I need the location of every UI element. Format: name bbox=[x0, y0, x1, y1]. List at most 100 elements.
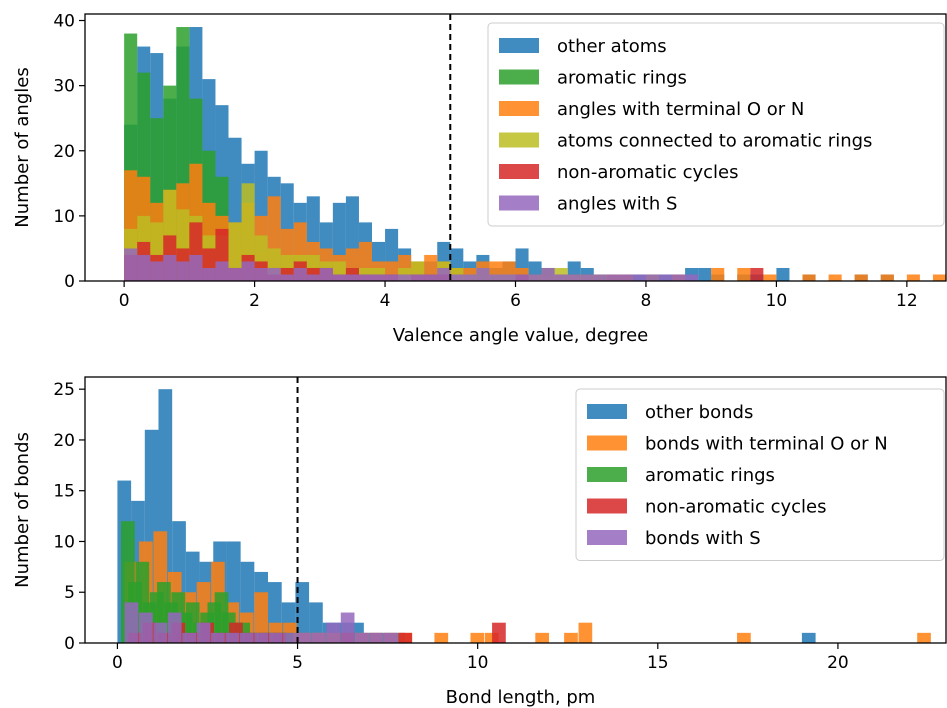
bar bbox=[492, 622, 506, 643]
bar bbox=[906, 274, 920, 281]
legend-label-other-atoms: other atoms bbox=[557, 36, 667, 57]
x-tick-label: 10 bbox=[766, 291, 788, 311]
series-bonds-with-s bbox=[124, 602, 398, 643]
y-tick-label: 25 bbox=[53, 380, 75, 400]
legend-label-other-bonds: other bonds bbox=[645, 402, 753, 423]
legend-swatch-non-aromatic-cycles bbox=[587, 498, 627, 514]
bar bbox=[424, 274, 438, 281]
bar bbox=[932, 274, 946, 281]
bar bbox=[750, 267, 764, 281]
bar bbox=[711, 267, 725, 281]
plot-frame bbox=[84, 376, 947, 644]
legend-swatch-angles-with-terminal-o-or-n bbox=[499, 101, 539, 116]
x-tick-label: 4 bbox=[380, 291, 391, 311]
bar bbox=[124, 248, 138, 281]
legend: other atoms aromatic rings angles with ter… bbox=[487, 22, 945, 227]
bar bbox=[163, 254, 177, 281]
bar bbox=[645, 274, 659, 281]
y-tick-label: 0 bbox=[64, 634, 75, 654]
bar bbox=[672, 274, 686, 281]
y-tick-label: 5 bbox=[64, 583, 75, 603]
bar bbox=[476, 267, 490, 281]
bar bbox=[311, 632, 326, 643]
bar bbox=[268, 632, 283, 643]
legend-swatch-atoms-connected-to-aromatic-rings bbox=[499, 132, 539, 148]
y-tick-label: 30 bbox=[53, 77, 75, 97]
bars bbox=[117, 389, 931, 643]
bar bbox=[306, 274, 320, 281]
bar bbox=[228, 222, 242, 281]
bar bbox=[369, 632, 384, 643]
bar bbox=[267, 267, 281, 281]
bar bbox=[309, 602, 323, 643]
legend-swatch-aromatic-rings bbox=[499, 69, 539, 85]
y-tick-label: 15 bbox=[53, 482, 75, 502]
series-angles-with-s bbox=[124, 248, 699, 281]
bar bbox=[196, 622, 211, 643]
bar bbox=[211, 632, 225, 643]
bar bbox=[828, 274, 842, 281]
legend-swatch-aromatic-rings bbox=[587, 467, 627, 482]
bar bbox=[254, 267, 268, 281]
x-axis-label: Valence angle value, degree bbox=[393, 325, 648, 346]
bar bbox=[215, 261, 229, 281]
bar bbox=[398, 632, 413, 643]
bar bbox=[593, 274, 607, 281]
bar bbox=[619, 274, 633, 281]
bar bbox=[384, 632, 398, 643]
bar bbox=[225, 632, 240, 643]
bar bbox=[124, 602, 139, 643]
bar bbox=[535, 632, 549, 643]
bar bbox=[659, 274, 673, 281]
y-axis-label: Number of angles bbox=[12, 67, 33, 227]
x-tick-label: 0 bbox=[112, 653, 123, 673]
bar bbox=[153, 622, 168, 643]
bar bbox=[254, 632, 269, 643]
bar bbox=[567, 274, 581, 281]
legend-swatch-bonds-with-s bbox=[587, 530, 627, 545]
x-tick-label: 15 bbox=[647, 653, 669, 673]
bar bbox=[189, 254, 203, 281]
bar bbox=[554, 274, 568, 281]
x-tick-label: 20 bbox=[827, 653, 849, 673]
legend-label-angles-with-s: angles with S bbox=[557, 194, 677, 215]
bar bbox=[293, 267, 307, 281]
legend-swatch-other-atoms bbox=[499, 38, 539, 53]
bar bbox=[632, 274, 646, 281]
bond-histogram-chart: 0 5 10 15 20 0 5 10 15 20 25 Bond length, pm Number … bbox=[12, 376, 947, 708]
bar bbox=[332, 274, 346, 281]
y-tick-label: 0 bbox=[64, 272, 75, 292]
bar bbox=[515, 274, 529, 281]
bar bbox=[737, 632, 751, 643]
bar bbox=[470, 632, 485, 643]
bar bbox=[484, 632, 499, 643]
y-tick-label: 40 bbox=[53, 12, 75, 32]
bar bbox=[176, 261, 190, 281]
y-tick-label: 10 bbox=[53, 532, 75, 552]
bar bbox=[385, 274, 399, 281]
legend-label-atoms-connected-to-aromatic-rings: atoms connected to aromatic rings bbox=[557, 131, 872, 152]
x-tick-label: 0 bbox=[119, 291, 130, 311]
bar bbox=[319, 267, 333, 281]
legend-label-bonds-with-terminal-o-or-n: bonds with terminal O or N bbox=[645, 434, 888, 455]
legend-label-non-aromatic-cycles: non-aromatic cycles bbox=[645, 497, 827, 518]
angle-histogram-chart: 0 2 4 6 8 10 12 0 10 20 30 40 Valence angle value, d… bbox=[12, 12, 947, 346]
bar bbox=[150, 261, 164, 281]
legend-label-non-aromatic-cycles: non-aromatic cycles bbox=[557, 162, 739, 183]
bar bbox=[228, 267, 242, 281]
bar bbox=[578, 622, 593, 643]
bar bbox=[167, 612, 182, 643]
bar bbox=[463, 274, 477, 281]
bar bbox=[297, 632, 312, 643]
bar bbox=[737, 267, 751, 281]
y-tick-label: 20 bbox=[53, 431, 75, 451]
y-tick-label: 10 bbox=[53, 207, 75, 227]
bar bbox=[763, 274, 777, 281]
bar bbox=[502, 274, 516, 281]
legend-swatch-non-aromatic-cycles bbox=[499, 164, 539, 179]
legend-label-bonds-with-s: bonds with S bbox=[645, 528, 761, 549]
bar bbox=[137, 254, 151, 281]
legend-label-angles-with-terminal-o-or-n: angles with terminal O or N bbox=[557, 99, 804, 120]
x-tick-label: 6 bbox=[510, 291, 521, 311]
